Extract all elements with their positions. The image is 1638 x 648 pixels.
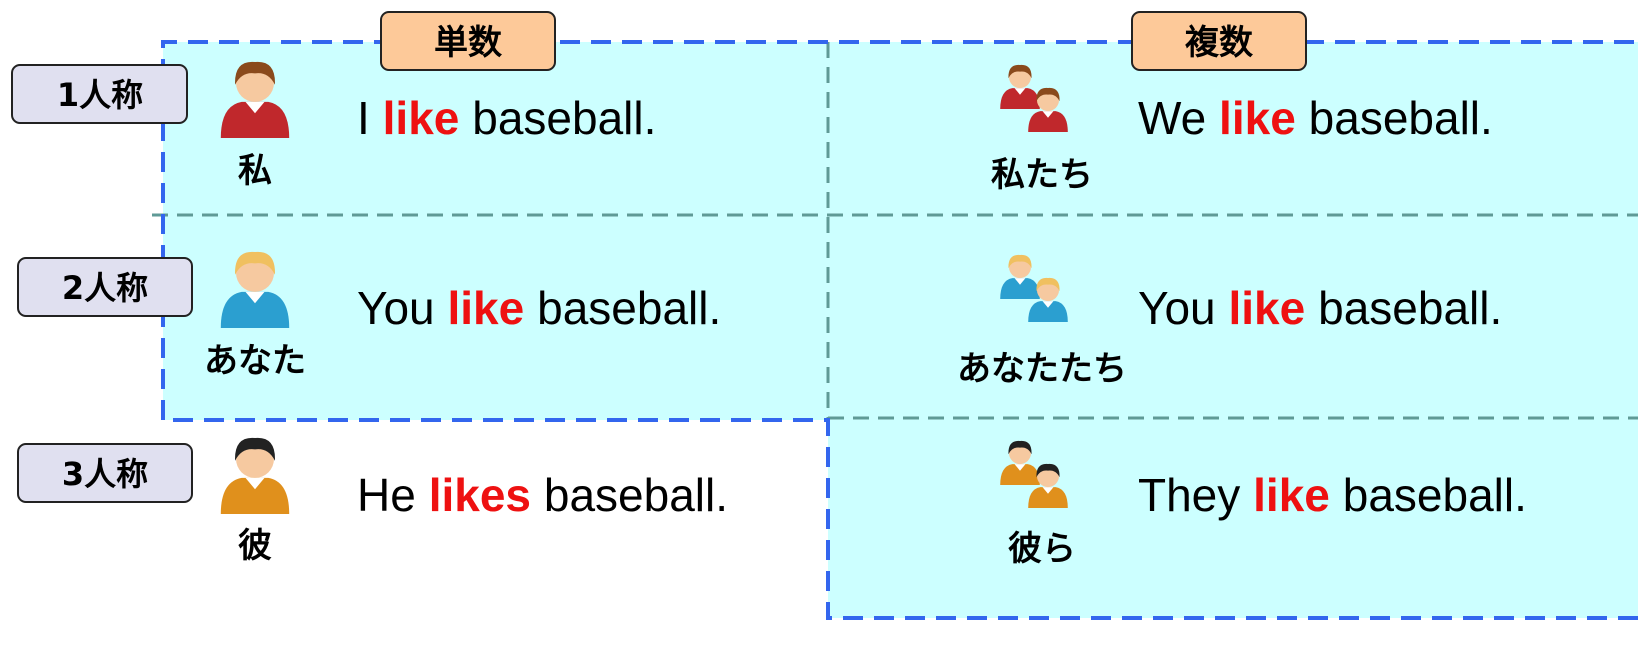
icon-body bbox=[220, 477, 290, 514]
person-icon bbox=[220, 251, 290, 328]
row-label-box bbox=[17, 257, 193, 317]
icon-hair bbox=[235, 437, 275, 461]
dividers bbox=[152, 42, 1638, 420]
object: baseball. bbox=[544, 469, 728, 521]
person-icon bbox=[1028, 463, 1068, 508]
row-label: 2人称 bbox=[62, 269, 148, 307]
icon-body bbox=[1028, 111, 1068, 132]
object: baseball. bbox=[1318, 282, 1502, 334]
subject: We bbox=[1138, 92, 1206, 144]
verb: like bbox=[1219, 92, 1296, 144]
person-icon bbox=[1000, 64, 1040, 109]
icon-hair bbox=[1036, 87, 1060, 102]
subject: I bbox=[357, 92, 370, 144]
person-icon bbox=[1000, 254, 1040, 299]
plural-area bbox=[828, 42, 1638, 618]
header-box bbox=[1131, 11, 1307, 71]
sentence: He likes baseball. bbox=[357, 469, 728, 521]
icon-body bbox=[220, 291, 290, 328]
icon-collar bbox=[1042, 301, 1054, 308]
person-icon bbox=[220, 437, 290, 514]
icon-collar bbox=[1042, 111, 1054, 118]
column-header: 単数 bbox=[434, 23, 502, 63]
icon-hair bbox=[1036, 277, 1060, 292]
verb: like bbox=[448, 282, 525, 334]
icon-hair bbox=[1008, 440, 1032, 455]
header-box bbox=[380, 11, 556, 71]
verb: like bbox=[1253, 469, 1330, 521]
object: baseball. bbox=[537, 282, 721, 334]
icon-body bbox=[1000, 278, 1040, 299]
subject: He bbox=[357, 469, 416, 521]
icon-collar bbox=[1014, 278, 1026, 285]
object: baseball. bbox=[1343, 469, 1527, 521]
icon-body bbox=[1000, 88, 1040, 109]
pronoun-label: 私 bbox=[238, 151, 272, 191]
sentence: You like baseball. bbox=[1138, 282, 1502, 334]
icon-collar bbox=[245, 291, 265, 304]
icon-hair bbox=[1008, 64, 1032, 79]
icon-hair bbox=[235, 61, 275, 85]
icon-collar bbox=[1014, 464, 1026, 471]
icon-hair bbox=[1036, 463, 1060, 478]
row-label: 1人称 bbox=[57, 76, 143, 114]
person-icon bbox=[220, 61, 290, 138]
row-label-box bbox=[11, 64, 188, 124]
object: baseball. bbox=[472, 92, 656, 144]
pronoun-label: あなた bbox=[204, 341, 306, 381]
verb: likes bbox=[429, 469, 531, 521]
pronoun-label: 彼ら bbox=[1008, 529, 1076, 569]
object: baseball. bbox=[1309, 92, 1493, 144]
icon-hair bbox=[1008, 254, 1032, 269]
sentence: We like baseball. bbox=[1138, 92, 1493, 144]
person-icon bbox=[1028, 87, 1068, 132]
icon-collar bbox=[245, 477, 265, 490]
pronoun-label: 彼 bbox=[238, 526, 272, 566]
icon-body bbox=[220, 101, 290, 138]
verb: like bbox=[383, 92, 460, 144]
column-header: 複数 bbox=[1185, 23, 1253, 63]
sentence: You like baseball. bbox=[357, 282, 721, 334]
pronoun-label: あなたたち bbox=[957, 349, 1127, 389]
subject: You bbox=[357, 282, 435, 334]
icon-collar bbox=[1042, 487, 1054, 494]
person-icon bbox=[1000, 440, 1040, 485]
row-label: 3人称 bbox=[62, 455, 148, 493]
verb: like bbox=[1229, 282, 1306, 334]
icon-body bbox=[1028, 301, 1068, 322]
sentence: They like baseball. bbox=[1138, 469, 1527, 521]
icon-body bbox=[1028, 487, 1068, 508]
icon-collar bbox=[245, 101, 265, 114]
icon-hair bbox=[235, 251, 275, 275]
subject: You bbox=[1138, 282, 1216, 334]
pronoun-label: 私たち bbox=[991, 155, 1093, 195]
icon-collar bbox=[1014, 88, 1026, 95]
row-label-box bbox=[17, 443, 193, 503]
person-icon bbox=[1028, 277, 1068, 322]
icon-body bbox=[1000, 464, 1040, 485]
subject: They bbox=[1138, 469, 1240, 521]
